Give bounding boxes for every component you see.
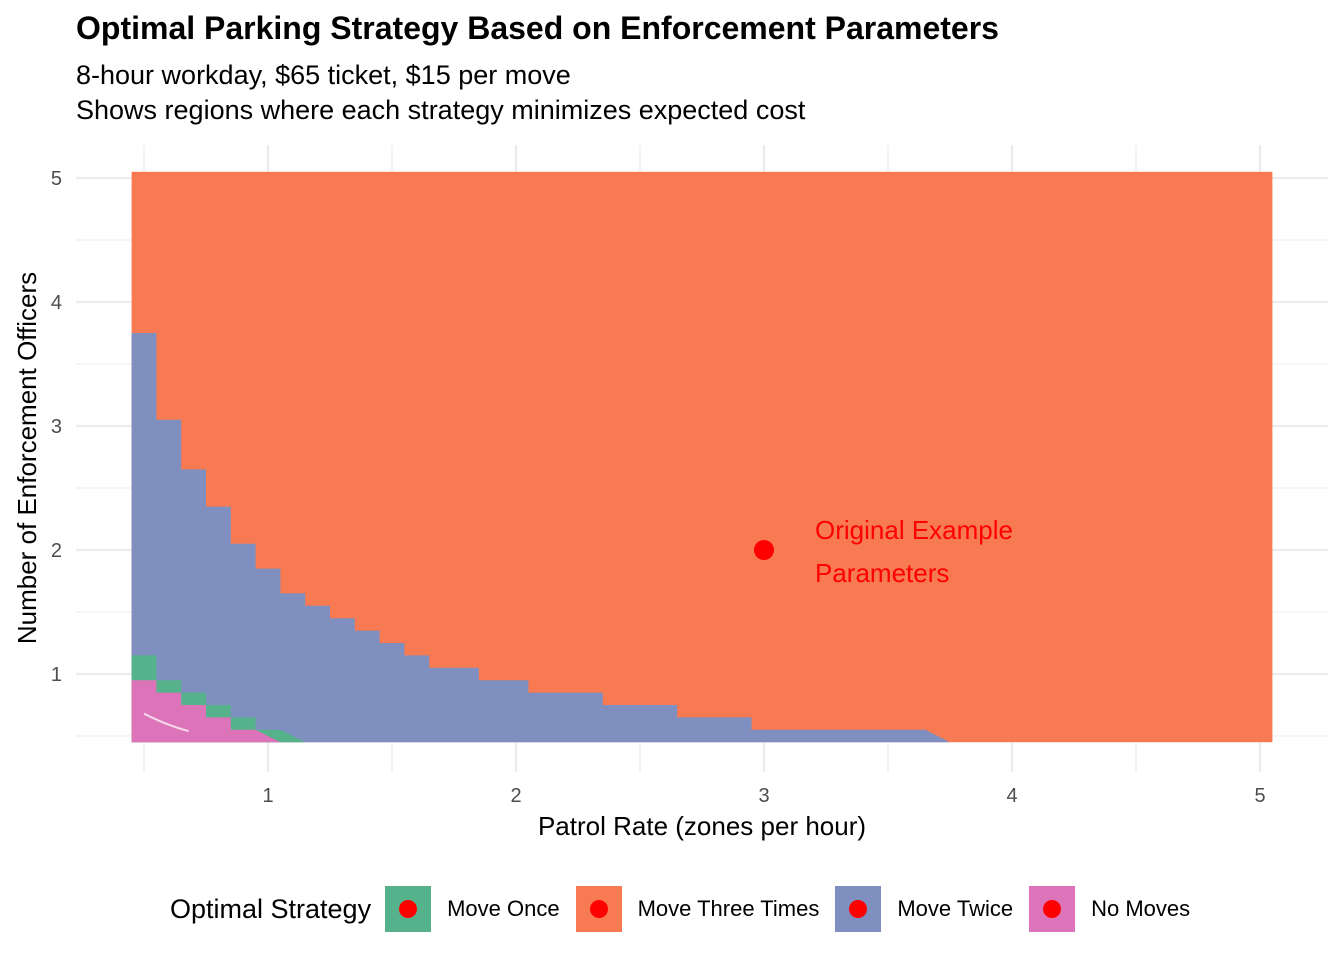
chart-subtitle-line2: Shows regions where each strategy minimi… <box>76 95 806 125</box>
x-tick-label: 2 <box>510 785 521 807</box>
annotation-line1: Original Example <box>815 515 1013 545</box>
legend-item: Move Three Times <box>575 886 820 932</box>
legend-item: Move Twice <box>835 886 1013 932</box>
legend-dot <box>849 900 868 918</box>
y-tick-label: 5 <box>51 168 62 190</box>
y-axis-label: Number of Enforcement Officers <box>12 272 42 644</box>
region-no-moves <box>131 680 281 743</box>
contour-line <box>143 712 189 733</box>
y-axis-ticks: 1 2 3 4 5 <box>51 168 62 686</box>
y-tick-label: 2 <box>51 540 62 562</box>
y-tick-label: 4 <box>51 292 62 314</box>
legend-swatch <box>385 886 432 932</box>
chart-title: Optimal Parking Strategy Based on Enforc… <box>76 10 999 46</box>
region-move-twice <box>131 333 951 743</box>
chart-subtitle-line1: 8-hour workday, $65 ticket, $15 per move <box>76 60 571 90</box>
strategy-regions <box>131 171 1273 743</box>
x-tick-label: 4 <box>1006 785 1017 807</box>
legend-label: Move Twice <box>897 896 1014 921</box>
legend-swatch <box>575 886 622 932</box>
x-tick-label: 1 <box>262 785 273 807</box>
legend-dot <box>399 900 418 918</box>
y-tick-label: 1 <box>51 664 62 686</box>
legend-swatch <box>835 886 882 932</box>
legend-item: No Moves <box>1029 886 1190 932</box>
original-example-point <box>754 540 774 560</box>
x-axis-label: Patrol Rate (zones per hour) <box>538 811 866 841</box>
annotation-line2: Parameters <box>815 558 949 588</box>
y-tick-label: 3 <box>51 416 62 438</box>
legend-swatch <box>1029 886 1076 932</box>
x-axis-ticks: 1 2 3 4 5 <box>262 785 1265 807</box>
legend-item: Move Once <box>385 886 560 932</box>
legend: Optimal Strategy Move Once Move Three Tim… <box>170 884 1206 934</box>
legend-dot <box>589 900 608 918</box>
legend-label: Move Once <box>447 896 560 921</box>
x-tick-label: 3 <box>758 785 769 807</box>
legend-dot <box>1043 900 1062 918</box>
x-tick-label: 5 <box>1254 785 1265 807</box>
legend-label: No Moves <box>1091 896 1191 921</box>
legend-title: Optimal Strategy <box>170 893 372 924</box>
legend-items: Move Once Move Three Times Move Twice No Mo… <box>385 886 1206 932</box>
legend-label: Move Three Times <box>637 896 820 921</box>
